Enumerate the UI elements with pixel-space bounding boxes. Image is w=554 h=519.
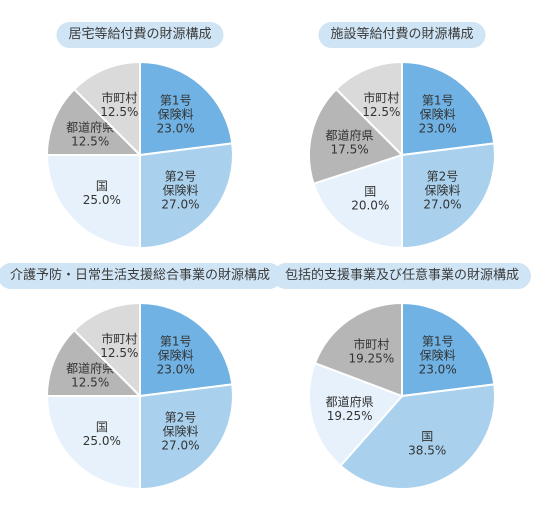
pie-slice	[401, 60, 496, 157]
chart-panel-facility-care: 施設等給付費の財源構成 第1号保険料 23.0% 第2号保険料 27.0% 国 20.0%…	[272, 22, 532, 262]
slice-label: 国 25.0%	[83, 420, 121, 448]
slice-label: 都道府県 12.5%	[66, 119, 114, 148]
pie-slice	[45, 154, 141, 250]
pie-slice	[401, 301, 496, 398]
pie-slice	[45, 87, 143, 156]
pie-slice	[334, 60, 403, 158]
slice-label: 市町村 12.5%	[362, 90, 400, 119]
pie-slice	[308, 361, 404, 468]
chart-title: 介護予防・日常生活支援総合事業の財源構成	[0, 263, 283, 289]
pie-slice	[139, 142, 234, 250]
slice-label: 国 38.5%	[408, 430, 446, 458]
pie-slice	[72, 60, 141, 158]
slice-label: 第1号保険料 23.0%	[157, 94, 195, 136]
pie-slice	[313, 301, 403, 398]
pie-slice	[45, 328, 143, 397]
chart-title: 包括的支援事業及び任意事業の財源構成	[272, 263, 532, 289]
slice-label: 都道府県 17.5%	[326, 127, 374, 156]
pie-slice	[139, 383, 234, 491]
chart-panel-prevention-program: 介護予防・日常生活支援総合事業の財源構成 第1号保険料 23.0% 第2号保険料 27…	[0, 263, 283, 503]
chart-title: 居宅等給付費の財源構成	[56, 22, 224, 48]
slice-label: 市町村 12.5%	[100, 331, 138, 360]
pie-chart: 第1号保険料 23.0% 国 38.5% 都道府県 19.25% 市町村 19.25%	[308, 301, 496, 490]
pie-slice	[45, 395, 141, 491]
slice-label: 国 20.0%	[351, 185, 389, 213]
pie-slice	[139, 60, 234, 157]
pie-chart: 第1号保険料 23.0% 第2号保険料 27.0% 国 20.0% 都道府県 17.5% 市町村…	[308, 60, 496, 250]
slice-label: 都道府県 12.5%	[66, 360, 114, 389]
pie-slice	[72, 301, 141, 399]
pie-chart: 第1号保険料 23.0% 第2号保険料 27.0% 国 25.0% 都道府県 12.5%市町村…	[45, 301, 234, 491]
pie-slice	[139, 301, 234, 398]
slice-label: 第1号保険料 23.0%	[419, 335, 457, 377]
slice-label: 第2号保険料 27.0%	[161, 170, 199, 212]
chart-panel-home-care: 居宅等給付費の財源構成 第1号保険料 23.0% 第2号保険料 27.0% 国 25.0%…	[10, 22, 270, 262]
pie-slice	[401, 142, 496, 250]
slice-label: 市町村 12.5%	[100, 90, 138, 119]
slice-label: 第2号保険料 27.0%	[423, 170, 461, 212]
pie-slice	[312, 153, 403, 250]
slice-label: 第2号保険料 27.0%	[161, 411, 199, 453]
chart-title: 施設等給付費の財源構成	[318, 22, 486, 48]
slice-label: 第1号保険料 23.0%	[157, 335, 195, 377]
pie-slice	[339, 383, 496, 490]
slice-label: 国 25.0%	[83, 179, 121, 207]
pie-slice	[308, 87, 404, 185]
slice-label: 都道府県 19.25%	[326, 394, 374, 423]
slice-label: 市町村 19.25%	[348, 337, 394, 366]
pie-chart: 第1号保険料 23.0% 第2号保険料 27.0% 国 25.0% 都道府県 12.5%市町村…	[45, 60, 234, 250]
chart-panel-comprehensive-support: 包括的支援事業及び任意事業の財源構成 第1号保険料 23.0% 国 38.5% 都道府県…	[272, 263, 532, 503]
slice-label: 第1号保険料 23.0%	[419, 94, 457, 136]
